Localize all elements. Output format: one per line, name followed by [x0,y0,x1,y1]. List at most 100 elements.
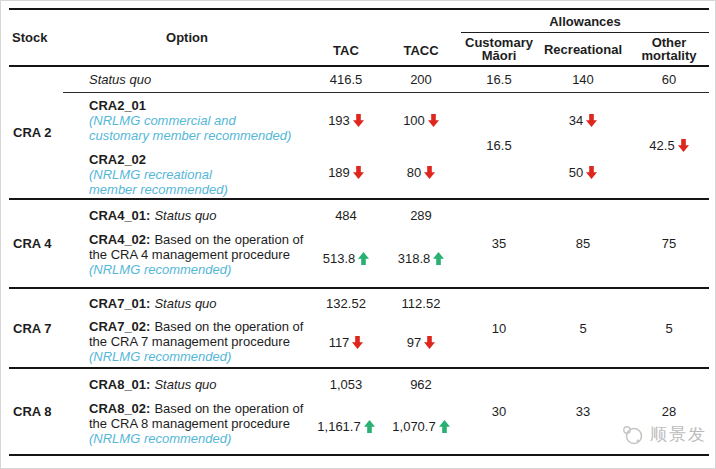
block-cra4: CRA 4 CRA4_01:Status quo 484 289 CRA4_02… [9,200,709,289]
option-cell-cra7-02: CRA7_02:Based on the operation of the CR… [63,317,311,367]
block-cra2: CRA 2 Status quo 416.5 200 16.5 140 60 C… [9,67,709,200]
tac-number: 117 [329,335,350,350]
tac-number: 193 [328,113,350,128]
trend-down-icon [352,336,363,349]
block-cra8: CRA 8 CRA8_01: Status quo 1,053 962 CRA8_… [9,369,709,456]
recreational-value: 34 [537,93,629,147]
option-title: CRA2_02 [89,152,311,167]
tac-value: 193 [311,93,381,147]
tac-value: 1,161.7 [311,399,381,454]
option-label: CRA8_01: [89,377,150,392]
tacc-value: 962 [381,369,461,399]
other-mortality-value: 5 [629,289,709,367]
option-label: CRA7_01: [89,296,150,311]
header-stock: Stock [9,10,63,65]
recreational-value: 85 [537,200,629,287]
tac-value: 416.5 [311,67,381,93]
trend-down-icon [586,166,597,179]
other-mortality-number: 42.5 [649,138,674,153]
tacc-value: 80 [381,147,461,198]
tacc-number: 97 [407,335,421,350]
watermark: 顺景发 [621,423,707,446]
customary-value: 30 [461,369,537,454]
tacc-number: 100 [403,113,425,128]
trend-up-icon [439,420,450,433]
option-note: (NRLMG recreational member recommended) [89,167,311,197]
tacc-value: 100 [381,93,461,147]
trend-down-icon [424,336,435,349]
tacc-number: 80 [407,165,421,180]
tac-number: 189 [328,165,350,180]
tacc-value: 318.8 [381,230,461,287]
trend-up-icon [364,420,375,433]
trend-down-icon [678,139,689,152]
customary-value: 35 [461,200,537,287]
header-recreational: Recreational [537,33,629,65]
tac-value: 117 [311,317,381,367]
option-cell-cra8-01: CRA8_01: Status quo [63,369,311,399]
block-cra7: CRA 7 CRA7_01: Status quo 132.52 112.52 C… [9,289,709,369]
tacc-value: 112.52 [381,289,461,317]
trend-down-icon [586,114,597,127]
option-note: (NRLMG recommended) [89,431,311,446]
tacc-value: 1,070.7 [381,399,461,454]
option-cell-cra2-01: CRA2_01 (NRLMG commercial and customary … [63,93,311,147]
header-tacc: TACC [381,10,461,65]
document-page: Stock Option TAC TACC Allowances Customa… [0,0,716,469]
table-header: Stock Option TAC TACC Allowances Customa… [9,8,709,67]
option-cell-cra8-02: CRA8_02:Based on the operation of the CR… [63,399,311,454]
trend-down-icon [428,114,439,127]
option-text: Status quo [154,377,216,392]
header-other-mortality: Other mortality [629,33,709,65]
tac-value: 513.8 [311,230,381,287]
option-label: CRA7_02: [89,319,150,334]
recreational-value: 5 [537,289,629,367]
tac-value: 1,053 [311,369,381,399]
stock-label: CRA 7 [9,289,63,367]
trend-up-icon [433,252,444,265]
option-label: CRA4_01: [89,208,150,223]
option-note: (NRLMG commercial and customary member r… [89,113,311,143]
header-option: Option [63,10,311,65]
tacc-value: 97 [381,317,461,367]
customary-value: 16.5 [461,67,537,93]
option-cell-cra2-02: CRA2_02 (NRLMG recreational member recom… [63,147,311,198]
option-note: (NRLMG recommended) [89,349,311,364]
tac-value: 484 [311,200,381,230]
tacc-number: 318.8 [398,251,431,266]
tac-number: 1,161.7 [317,419,360,434]
recreational-number: 50 [569,165,583,180]
tac-value: 132.52 [311,289,381,317]
other-mortality-value: 60 [629,67,709,93]
recreational-value: 33 [537,369,629,454]
other-mortality-value: 75 [629,200,709,287]
watermark-logo-icon [621,424,645,446]
header-tac: TAC [311,10,381,65]
stock-label: CRA 8 [9,369,63,454]
tac-number: 513.8 [323,251,356,266]
option-label: CRA4_02: [89,232,150,247]
option-cell-cra4-02: CRA4_02:Based on the operation of the CR… [63,230,311,287]
option-status-quo: Status quo [63,67,311,93]
option-title: CRA2_01 [89,98,311,113]
trend-down-icon [353,114,364,127]
recreational-number: 34 [569,113,583,128]
trend-down-icon [424,166,435,179]
customary-value: 10 [461,289,537,367]
other-mortality-merged-value: 42.5 [629,93,709,198]
trend-down-icon [353,166,364,179]
stock-label: CRA 4 [9,200,63,287]
trend-up-icon [358,252,369,265]
tacc-number: 1,070.7 [392,419,435,434]
option-text: Status quo [154,296,216,311]
recreational-value: 140 [537,67,629,93]
tacc-value: 200 [381,67,461,93]
allowances-table: Stock Option TAC TACC Allowances Customa… [9,8,709,456]
stock-label: CRA 2 [9,67,63,198]
watermark-text: 顺景发 [650,423,707,446]
option-cell-cra7-01: CRA7_01: Status quo [63,289,311,317]
customary-merged-value: 16.5 [461,93,537,198]
option-text: Status quo [154,208,216,223]
option-note: (NRLMG recommended) [89,262,311,277]
header-allowances: Allowances [461,10,709,33]
